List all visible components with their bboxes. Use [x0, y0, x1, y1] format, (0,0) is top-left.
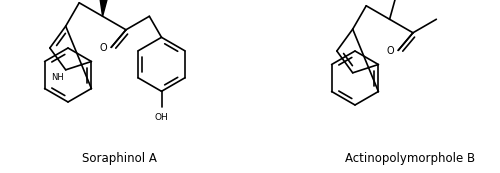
Polygon shape	[99, 0, 109, 16]
Text: O: O	[100, 43, 107, 53]
Text: Soraphinol A: Soraphinol A	[82, 152, 157, 165]
Text: NH: NH	[52, 73, 64, 82]
Text: O: O	[386, 46, 394, 56]
Text: OH: OH	[154, 113, 168, 122]
Text: Actinopolymorphole B: Actinopolymorphole B	[345, 152, 475, 165]
